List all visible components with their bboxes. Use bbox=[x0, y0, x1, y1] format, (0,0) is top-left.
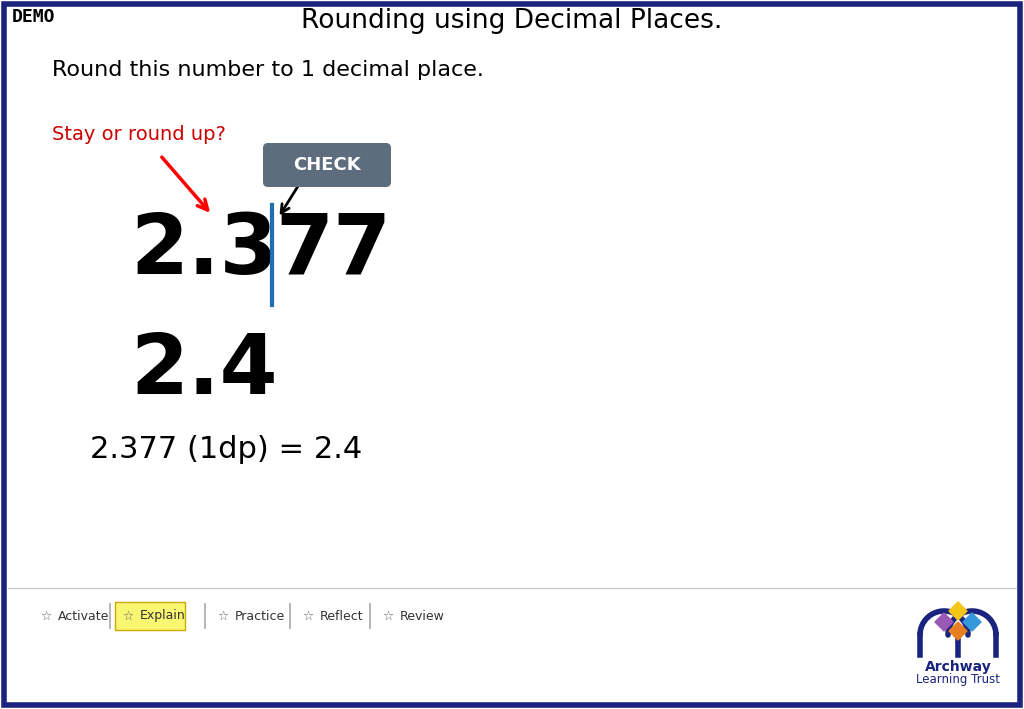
Text: CHECK: CHECK bbox=[293, 156, 360, 174]
Text: Explain: Explain bbox=[140, 610, 185, 623]
Text: Learning Trust: Learning Trust bbox=[916, 673, 1000, 686]
Text: Archway: Archway bbox=[925, 660, 991, 674]
Text: Practice: Practice bbox=[234, 610, 286, 623]
Polygon shape bbox=[963, 613, 981, 631]
Text: Stay or round up?: Stay or round up? bbox=[52, 125, 226, 144]
Text: DEMO: DEMO bbox=[12, 8, 55, 26]
Text: 2.377 (1dp) = 2.4: 2.377 (1dp) = 2.4 bbox=[90, 435, 362, 464]
FancyBboxPatch shape bbox=[263, 143, 391, 187]
Text: 2.3: 2.3 bbox=[130, 210, 278, 291]
Text: ☆: ☆ bbox=[123, 610, 133, 623]
Text: 77: 77 bbox=[275, 210, 391, 291]
Polygon shape bbox=[949, 622, 967, 640]
Text: Round this number to 1 decimal place.: Round this number to 1 decimal place. bbox=[52, 60, 484, 80]
Text: ☆: ☆ bbox=[217, 610, 228, 623]
Text: Review: Review bbox=[400, 610, 444, 623]
Text: 2.4: 2.4 bbox=[130, 330, 278, 411]
Polygon shape bbox=[935, 613, 953, 631]
Text: Rounding using Decimal Places.: Rounding using Decimal Places. bbox=[301, 8, 723, 34]
Text: ☆: ☆ bbox=[40, 610, 51, 623]
Polygon shape bbox=[949, 602, 967, 620]
Text: Reflect: Reflect bbox=[319, 610, 364, 623]
FancyBboxPatch shape bbox=[115, 602, 185, 630]
Text: ☆: ☆ bbox=[302, 610, 313, 623]
Text: ☆: ☆ bbox=[382, 610, 393, 623]
Text: Activate: Activate bbox=[58, 610, 110, 623]
